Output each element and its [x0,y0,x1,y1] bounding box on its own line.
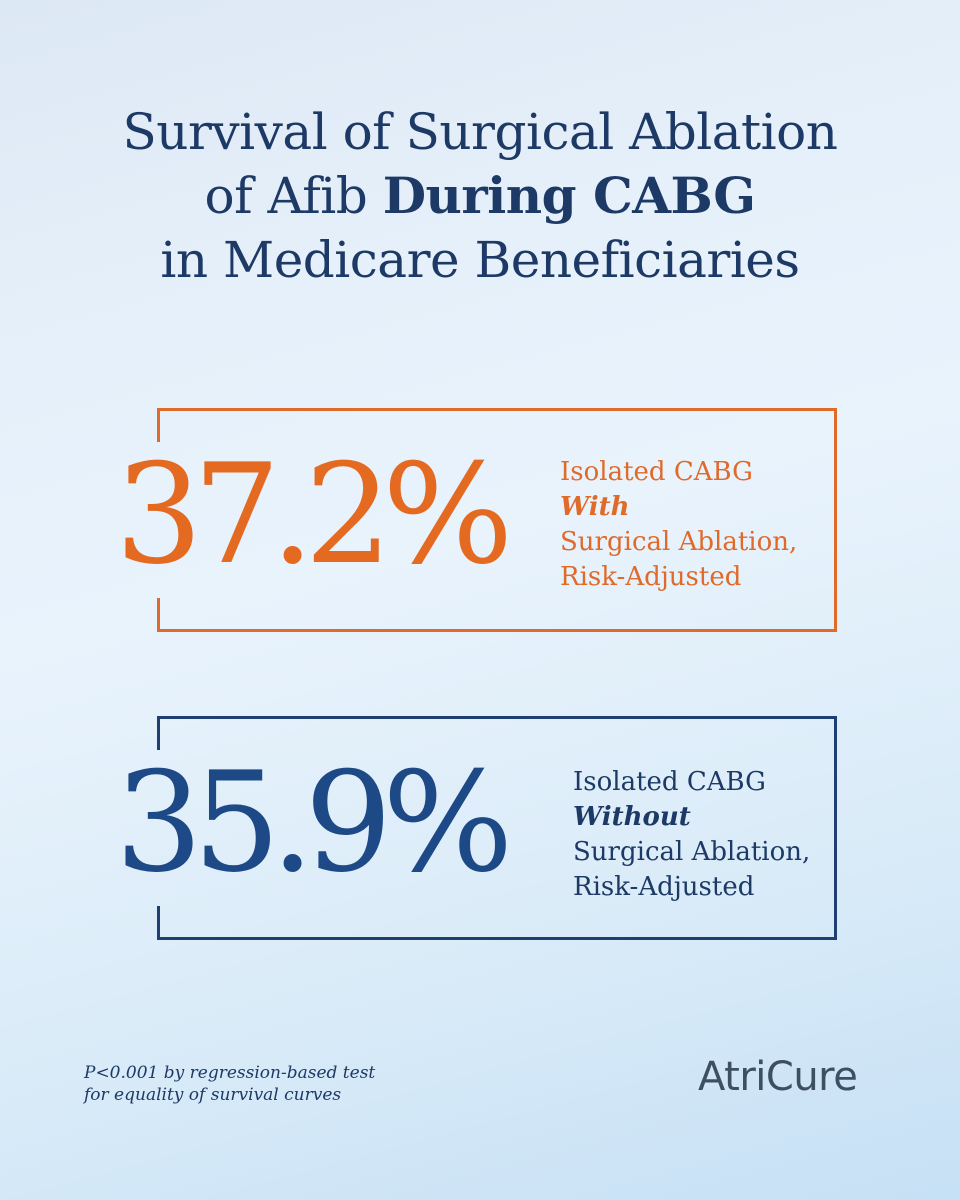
stat-value: 35.9% [115,742,513,903]
stat-label-line-4: Risk-Adjusted [560,562,742,592]
footnote-line-1: P<0.001 by regression-based test [84,1063,376,1083]
stat-frame-corner-top [157,716,160,750]
title-line-3: in Medicare Beneficiaries [160,231,800,289]
title-line-1: Survival of Surgical Ablation [122,103,838,161]
stat-label-line-1: Isolated CABG [573,767,766,797]
stat-label-line-4: Risk-Adjusted [573,872,755,902]
stat-card-without-ablation: 35.9% Isolated CABG Without Surgical Abl… [115,716,837,940]
stat-value: 37.2% [115,434,513,595]
stat-label-line-1: Isolated CABG [560,457,753,487]
title-line-2-bold: During CABG [382,166,756,225]
stat-label: Isolated CABG With Surgical Ablation, Ri… [560,455,797,595]
stat-frame-corner-bottom [157,906,160,940]
stat-label: Isolated CABG Without Surgical Ablation,… [573,765,810,905]
atricure-logo: AtriCure [698,1054,858,1100]
stat-label-line-3: Surgical Ablation, [573,837,811,867]
stat-frame [157,716,837,940]
title-line-2-prefix: of Afib [204,167,383,225]
stat-frame-corner-top [157,408,160,442]
stat-card-with-ablation: 37.2% Isolated CABG With Surgical Ablati… [115,408,837,632]
footnote: P<0.001 by regression-based test for equ… [84,1062,375,1106]
footnote-line-2: for equality of survival curves [84,1085,342,1105]
stat-label-line-3: Surgical Ablation, [560,527,798,557]
page-title: Survival of Surgical Ablation of Afib Du… [0,100,960,292]
stat-label-emphasis: With [560,492,630,522]
stat-frame [157,408,837,632]
stat-label-emphasis: Without [573,802,691,832]
stat-frame-corner-bottom [157,598,160,632]
